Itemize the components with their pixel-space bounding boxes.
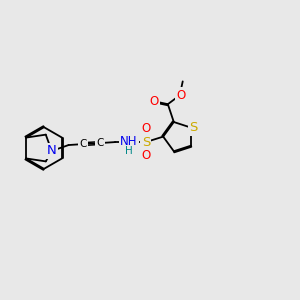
Text: H: H (125, 146, 133, 156)
Text: C: C (80, 139, 87, 149)
Text: NH: NH (120, 135, 138, 148)
Text: S: S (189, 121, 198, 134)
Text: O: O (141, 149, 151, 162)
Text: O: O (141, 122, 151, 135)
Text: N: N (47, 145, 57, 158)
Text: S: S (142, 136, 150, 148)
Text: C: C (97, 138, 104, 148)
Text: O: O (149, 95, 159, 108)
Text: O: O (176, 89, 185, 102)
